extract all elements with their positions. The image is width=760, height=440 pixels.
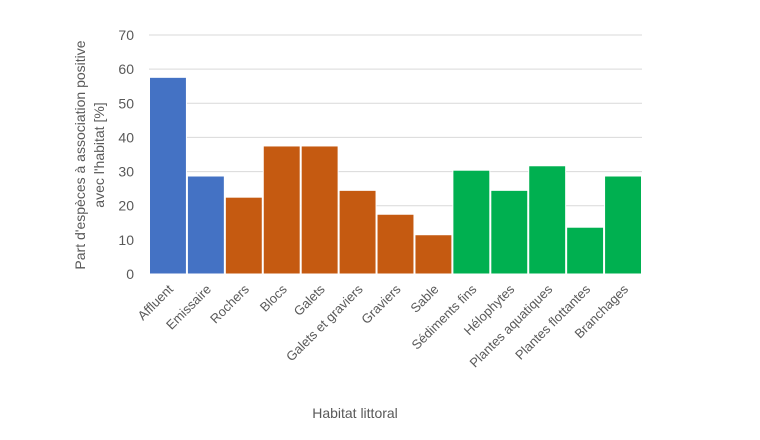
bar [566, 226, 605, 275]
bar [414, 234, 453, 275]
y-tick-label: 40 [118, 129, 134, 145]
bar [262, 145, 301, 275]
y-tick-label: 10 [118, 232, 134, 248]
bar [528, 165, 567, 275]
y-tick-labels: 0 10 20 30 40 50 60 70 [118, 27, 134, 282]
y-tick-label: 70 [118, 27, 134, 43]
category-label: Graviers [358, 281, 404, 327]
bars [149, 76, 642, 275]
y-tick-label: 30 [118, 164, 134, 180]
bar [300, 145, 339, 275]
bar [224, 196, 263, 275]
bar [376, 213, 415, 275]
bar [452, 169, 491, 275]
category-label: Sable [407, 282, 441, 316]
bar [604, 175, 642, 275]
y-tick-label: 50 [118, 95, 134, 111]
category-label: Rochers [207, 281, 252, 326]
category-label: Blocs [257, 281, 290, 314]
y-tick-label: 20 [118, 198, 134, 214]
bar [149, 76, 187, 275]
y-axis-label-line2: avec l'habitat [%] [91, 102, 107, 207]
y-axis-label-line1: Part d'espèces à association positive [72, 40, 88, 269]
bar [186, 175, 225, 275]
x-axis-label: Habitat littoral [312, 405, 398, 421]
y-tick-label: 0 [126, 266, 134, 282]
bar [338, 189, 377, 275]
y-tick-label: 60 [118, 61, 134, 77]
bar [490, 189, 529, 275]
